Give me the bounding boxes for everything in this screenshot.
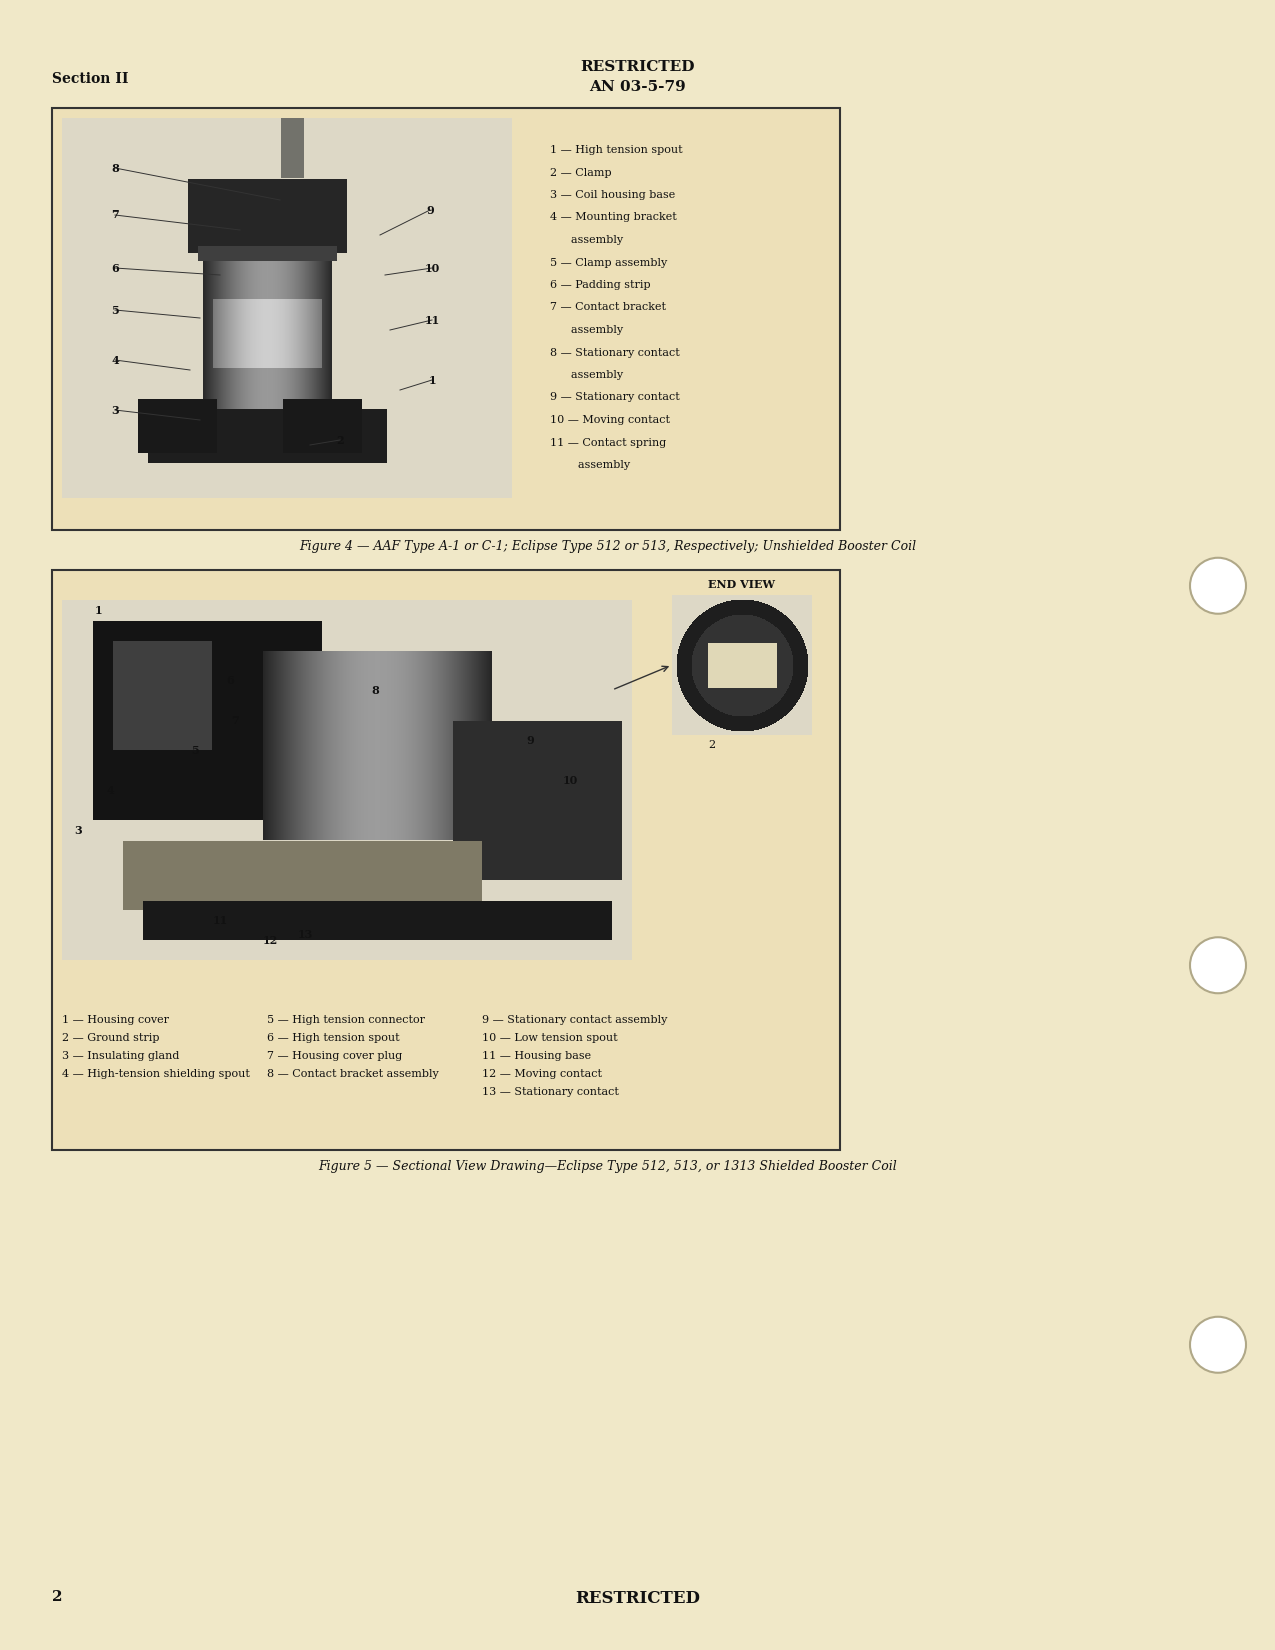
Text: 6 — High tension spout: 6 — High tension spout (266, 1033, 399, 1043)
Text: 6: 6 (226, 675, 233, 685)
Text: 9: 9 (527, 734, 534, 746)
Text: 5 — High tension connector: 5 — High tension connector (266, 1015, 425, 1025)
Text: 11 — Housing base: 11 — Housing base (482, 1051, 592, 1061)
Text: AN 03-5-79: AN 03-5-79 (589, 79, 686, 94)
Text: 7 — Housing cover plug: 7 — Housing cover plug (266, 1051, 402, 1061)
Text: 1: 1 (94, 604, 102, 615)
Text: 8 — Stationary contact: 8 — Stationary contact (550, 348, 680, 358)
Text: 10: 10 (562, 774, 578, 785)
Text: 10: 10 (425, 262, 440, 274)
Text: Section II: Section II (52, 73, 129, 86)
Text: 3 — Insulating gland: 3 — Insulating gland (62, 1051, 180, 1061)
Text: 7 — Contact bracket: 7 — Contact bracket (550, 302, 666, 312)
Text: 11: 11 (425, 315, 440, 325)
Bar (52, 107, 840, 530)
Text: 5: 5 (191, 744, 199, 756)
Circle shape (1190, 1317, 1246, 1373)
Text: 6: 6 (111, 262, 119, 274)
Text: 1 — High tension spout: 1 — High tension spout (550, 145, 682, 155)
Text: END VIEW: END VIEW (709, 579, 775, 591)
Text: assembly: assembly (550, 234, 623, 244)
Text: 8: 8 (111, 162, 119, 173)
Text: 13 — Stationary contact: 13 — Stationary contact (482, 1087, 618, 1097)
Text: assembly: assembly (550, 370, 623, 380)
Text: assembly: assembly (550, 325, 623, 335)
Circle shape (1190, 558, 1246, 614)
Text: 3: 3 (74, 825, 82, 835)
Text: 2 — Clamp: 2 — Clamp (550, 168, 612, 178)
Text: 4: 4 (106, 784, 113, 795)
Text: RESTRICTED: RESTRICTED (580, 59, 695, 74)
Text: 3 — Coil housing base: 3 — Coil housing base (550, 190, 676, 200)
Bar (52, 569, 840, 1150)
Text: 10 — Low tension spout: 10 — Low tension spout (482, 1033, 617, 1043)
Text: 8: 8 (371, 685, 379, 696)
Text: 4 — High-tension shielding spout: 4 — High-tension shielding spout (62, 1069, 250, 1079)
Text: 2: 2 (52, 1591, 62, 1604)
Text: 4 — Mounting bracket: 4 — Mounting bracket (550, 213, 677, 223)
Text: 13: 13 (297, 929, 312, 940)
Text: 10 — Moving contact: 10 — Moving contact (550, 416, 669, 426)
Text: 5: 5 (111, 305, 119, 315)
Text: 4: 4 (111, 355, 119, 366)
Text: 9: 9 (426, 205, 434, 216)
Text: 3: 3 (111, 404, 119, 416)
Text: 6 — Padding strip: 6 — Padding strip (550, 280, 650, 290)
Text: 9 — Stationary contact assembly: 9 — Stationary contact assembly (482, 1015, 667, 1025)
Text: 5 — Clamp assembly: 5 — Clamp assembly (550, 257, 667, 267)
Text: Figure 5 — Sectional View Drawing—Eclipse Type 512, 513, or 1313 Shielded Booste: Figure 5 — Sectional View Drawing—Eclips… (319, 1160, 896, 1173)
Text: 11 — Contact spring: 11 — Contact spring (550, 437, 667, 447)
Circle shape (1190, 937, 1246, 993)
Text: 2: 2 (709, 739, 715, 751)
Text: RESTRICTED: RESTRICTED (575, 1591, 700, 1607)
Text: 2 — Ground strip: 2 — Ground strip (62, 1033, 159, 1043)
Text: 7: 7 (231, 714, 238, 726)
Text: 8 — Contact bracket assembly: 8 — Contact bracket assembly (266, 1069, 439, 1079)
Text: 12: 12 (263, 934, 278, 945)
Text: 11: 11 (213, 914, 228, 926)
Text: 1 — Housing cover: 1 — Housing cover (62, 1015, 170, 1025)
Text: 7: 7 (111, 210, 119, 221)
Text: assembly: assembly (550, 460, 630, 470)
Text: 1: 1 (428, 375, 436, 386)
Text: 9 — Stationary contact: 9 — Stationary contact (550, 393, 680, 403)
Text: Figure 4 — AAF Type A-1 or C-1; Eclipse Type 512 or 513, Respectively; Unshielde: Figure 4 — AAF Type A-1 or C-1; Eclipse … (298, 540, 915, 553)
Text: 12 — Moving contact: 12 — Moving contact (482, 1069, 602, 1079)
Text: 2: 2 (337, 434, 344, 446)
